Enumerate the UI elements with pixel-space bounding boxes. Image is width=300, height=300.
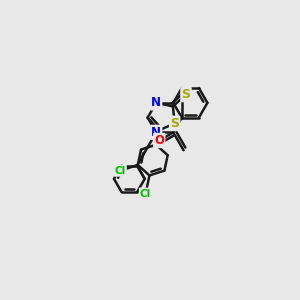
Text: Cl: Cl	[115, 166, 126, 176]
Text: S: S	[182, 88, 190, 101]
Text: S: S	[170, 117, 179, 130]
Text: Cl: Cl	[140, 189, 151, 199]
Text: O: O	[154, 134, 164, 147]
Text: N: N	[151, 96, 161, 109]
Text: N: N	[151, 126, 161, 139]
